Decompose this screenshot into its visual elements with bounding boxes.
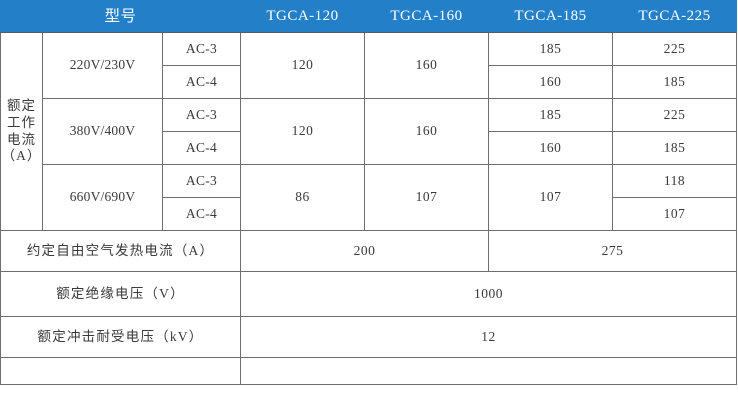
header-model-label: 型号 — [0, 0, 242, 33]
cell-380v-tgca160: 160 — [364, 98, 490, 165]
utilisation-category-ac3: AC-3 — [161, 98, 242, 132]
cell-220v-ac4-tgca185: 160 — [488, 65, 614, 99]
utilisation-category-ac4: AC-4 — [161, 65, 242, 99]
table-row: 额定 工作 电流 （A） 220V/230V AC-3 120 160 185 … — [0, 32, 738, 231]
cell-380v-ac3-tgca225: 225 — [612, 98, 738, 132]
utilisation-category-ac4: AC-4 — [161, 197, 242, 231]
thermal-current-value-left: 200 — [240, 230, 490, 272]
table-row: 额定冲击耐受电压（kV） 12 — [0, 316, 738, 358]
thermal-current-value-right: 275 — [488, 230, 738, 272]
specification-table: 型号 TGCA-120 TGCA-160 TGCA-185 TGCA-225 额… — [0, 0, 738, 385]
rated-operational-current-label: 额定 工作 电流 （A） — [0, 32, 43, 231]
table-row: AC-4 160 185 — [1, 131, 738, 165]
cell-380v-tgca120: 120 — [240, 98, 366, 165]
table-row-partial — [0, 357, 738, 385]
cell-220v-tgca120: 120 — [240, 32, 366, 99]
cell-660v-ac3-tgca225: 118 — [612, 164, 738, 198]
label-line-4: （A） — [1, 148, 42, 164]
cell-220v-ac3-tgca185: 185 — [488, 32, 614, 66]
utilisation-category-ac3: AC-3 — [161, 32, 242, 66]
header-model-tgca-225: TGCA-225 — [612, 0, 738, 33]
table-row: 380V/400V AC-3 120 160 185 225 — [1, 98, 738, 165]
conventional-free-air-thermal-current-label: 约定自由空气发热电流（A） — [0, 230, 242, 272]
label-line-3: 电流 — [7, 131, 36, 147]
table-row: AC-4 107 — [1, 197, 738, 231]
rated-insulation-voltage-label: 额定绝缘电压（V） — [0, 271, 242, 317]
cell-660v-tgca120: 86 — [240, 164, 366, 231]
cell-660v-tgca160: 107 — [364, 164, 490, 231]
voltage-220-230: 220V/230V — [42, 32, 163, 99]
table-header-row: 型号 TGCA-120 TGCA-160 TGCA-185 TGCA-225 — [0, 0, 738, 33]
table-row: 约定自由空气发热电流（A） 200 275 — [0, 230, 738, 272]
cell-220v-tgca160: 160 — [364, 32, 490, 99]
rated-impulse-withstand-voltage-label: 额定冲击耐受电压（kV） — [0, 316, 242, 358]
rated-impulse-withstand-voltage-value: 12 — [240, 316, 738, 358]
rated-insulation-voltage-value: 1000 — [240, 271, 738, 317]
utilisation-category-ac3: AC-3 — [161, 164, 242, 198]
cell-660v-tgca185: 107 — [488, 164, 614, 231]
partial-row-label-cell — [0, 357, 242, 385]
utilisation-category-ac4: AC-4 — [161, 131, 242, 165]
table-row: 额定绝缘电压（V） 1000 — [0, 271, 738, 317]
cell-220v-ac3-tgca225: 225 — [612, 32, 738, 66]
cell-220v-ac4-tgca225: 185 — [612, 65, 738, 99]
table-row: AC-4 160 185 — [1, 65, 738, 99]
label-line-1: 额定 — [7, 97, 36, 113]
header-model-tgca-160: TGCA-160 — [364, 0, 490, 33]
label-line-2: 工作 — [7, 114, 36, 130]
cell-380v-ac4-tgca185: 160 — [488, 131, 614, 165]
partial-row-value-cell — [240, 357, 738, 385]
cell-380v-ac3-tgca185: 185 — [488, 98, 614, 132]
header-model-tgca-120: TGCA-120 — [240, 0, 366, 33]
voltage-660-690: 660V/690V — [42, 164, 163, 231]
header-model-tgca-185: TGCA-185 — [488, 0, 614, 33]
cell-660v-ac4-tgca225: 107 — [612, 197, 738, 231]
cell-380v-ac4-tgca225: 185 — [612, 131, 738, 165]
voltage-380-400: 380V/400V — [42, 98, 163, 165]
table-row: 660V/690V AC-3 86 107 107 118 — [1, 164, 738, 231]
